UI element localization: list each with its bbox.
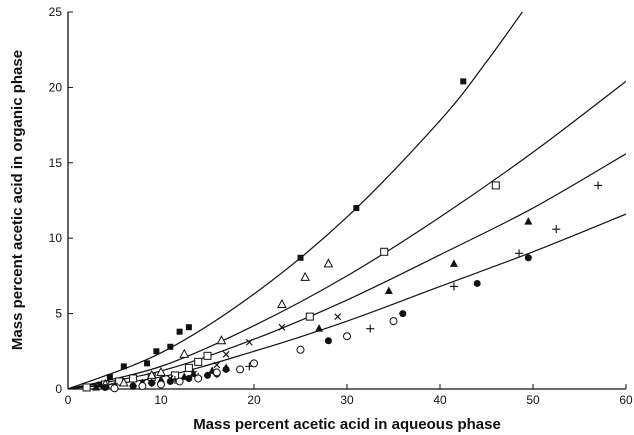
open-circle-marker <box>296 345 305 354</box>
x-tick-label: 50 <box>526 393 540 407</box>
open-circle-marker <box>389 317 398 326</box>
x-tick-label: 10 <box>154 393 168 407</box>
open-triangle-marker <box>156 366 166 376</box>
open-triangle-marker <box>118 377 129 387</box>
x-tick-label: 20 <box>247 393 261 407</box>
plus-marker <box>594 181 603 190</box>
filled-circle-marker <box>222 365 230 373</box>
y-tick-label: 0 <box>55 382 62 396</box>
open-circle-marker <box>194 374 203 383</box>
fit-curve <box>68 153 626 389</box>
x-tick-label: 0 <box>65 393 72 407</box>
x-tick-label: 60 <box>619 393 633 407</box>
filled-triangle-marker <box>315 324 324 332</box>
filled-triangle-marker <box>524 217 533 225</box>
fit-curve <box>68 80 626 389</box>
filled-triangle-marker <box>189 369 198 377</box>
open-circle-marker <box>157 380 165 389</box>
open-square-marker <box>203 351 212 360</box>
plus-marker <box>449 282 458 291</box>
filled-square-marker <box>167 343 174 350</box>
open-circle-marker <box>343 332 351 341</box>
open-square-marker <box>305 312 314 321</box>
filled-square-marker <box>353 205 360 212</box>
filled-triangle-marker <box>449 259 458 267</box>
filled-square-marker <box>106 373 113 380</box>
open-triangle-marker <box>146 369 157 379</box>
filled-triangle-marker <box>91 382 100 391</box>
fit-curve <box>68 213 626 389</box>
y-tick-label: 25 <box>49 5 63 19</box>
x-tick-label: 40 <box>433 393 447 407</box>
filled-square-marker <box>185 324 192 331</box>
open-square-marker <box>184 363 193 372</box>
filled-square-marker <box>153 348 160 355</box>
plus-marker <box>366 324 375 333</box>
filled-square-marker <box>144 360 151 367</box>
open-square-marker <box>82 383 91 392</box>
open-triangle-marker <box>277 298 287 309</box>
filled-circle-marker <box>473 279 481 287</box>
open-circle-marker <box>110 384 119 393</box>
open-square-marker <box>491 181 500 190</box>
fit-curve <box>68 12 524 389</box>
open-square-marker <box>380 247 389 256</box>
axis-ticks: 0 10 20 30 40 50 60 0 5 10 15 20 25 <box>49 5 633 407</box>
open-circle-marker <box>212 368 221 377</box>
x-marker <box>334 313 342 321</box>
filled-circle-marker <box>148 379 156 387</box>
open-triangle-marker <box>216 335 227 345</box>
filled-circle-marker <box>129 382 137 390</box>
filled-circle-marker <box>399 310 407 318</box>
filled-circle-marker <box>524 254 532 262</box>
x-marker <box>245 338 253 346</box>
open-triangle-marker <box>179 348 190 358</box>
x-marker <box>222 350 230 358</box>
open-circle-marker <box>175 377 184 386</box>
x-marker <box>213 361 221 369</box>
x-marker <box>278 323 286 331</box>
y-tick-label: 10 <box>49 231 63 245</box>
x-tick-label: 30 <box>340 393 354 407</box>
open-square-marker <box>194 357 203 366</box>
filled-square-marker <box>176 328 183 335</box>
open-circle-marker <box>250 359 258 368</box>
open-triangle-marker <box>323 258 334 268</box>
plus-marker <box>515 249 524 258</box>
filled-square-marker <box>460 78 467 85</box>
filled-circle-marker <box>324 337 332 345</box>
open-circle-marker <box>138 381 147 390</box>
filled-circle-marker <box>204 371 211 379</box>
filled-circle-marker <box>166 377 174 385</box>
data-markers <box>82 78 603 393</box>
y-tick-label: 15 <box>49 156 63 170</box>
x-axis-label: Mass percent acetic acid in aqueous phas… <box>193 416 501 433</box>
filled-square-marker <box>120 363 127 370</box>
y-tick-label: 20 <box>49 80 63 94</box>
filled-circle-marker <box>185 374 193 382</box>
open-circle-marker <box>236 365 245 374</box>
filled-circle-marker <box>101 383 109 391</box>
fit-curves <box>68 12 626 389</box>
y-tick-label: 5 <box>55 307 62 321</box>
y-axis-label: Mass percent acetic acid in organic phas… <box>9 50 26 350</box>
open-square-marker <box>129 374 138 383</box>
open-triangle-marker <box>300 271 310 281</box>
filled-square-marker <box>97 381 104 388</box>
filled-square-marker <box>297 254 304 261</box>
plus-marker <box>552 225 561 234</box>
filled-triangle-marker <box>384 286 393 294</box>
